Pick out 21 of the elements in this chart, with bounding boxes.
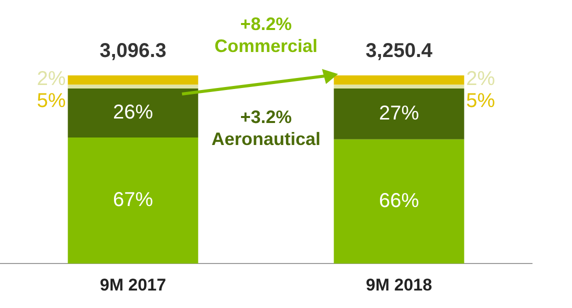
data-label: 5% xyxy=(466,90,496,112)
data-label: 2% xyxy=(36,68,66,90)
data-label: 66% xyxy=(378,190,420,212)
x-tick-label: 9M 2018 xyxy=(366,275,432,294)
bar xyxy=(334,88,464,140)
data-label: 2% xyxy=(466,68,496,90)
bar xyxy=(334,139,464,264)
bar xyxy=(68,84,198,88)
bar xyxy=(68,88,198,138)
data-label: 26% xyxy=(112,101,154,124)
text: +8.2% Commercial xyxy=(214,14,318,56)
annotation: 3,250.4 xyxy=(366,40,434,62)
x-tick-label: 9M 2017 xyxy=(100,275,166,294)
bar xyxy=(68,75,198,85)
data-label: 27% xyxy=(378,102,420,124)
annotation: +3.2% Aeronautical xyxy=(211,106,321,149)
annotation: 3,096.3 xyxy=(100,40,166,62)
data-label: 5% xyxy=(36,90,66,112)
bar xyxy=(334,84,464,88)
bar xyxy=(68,137,198,264)
data-label: 67% xyxy=(112,189,154,212)
